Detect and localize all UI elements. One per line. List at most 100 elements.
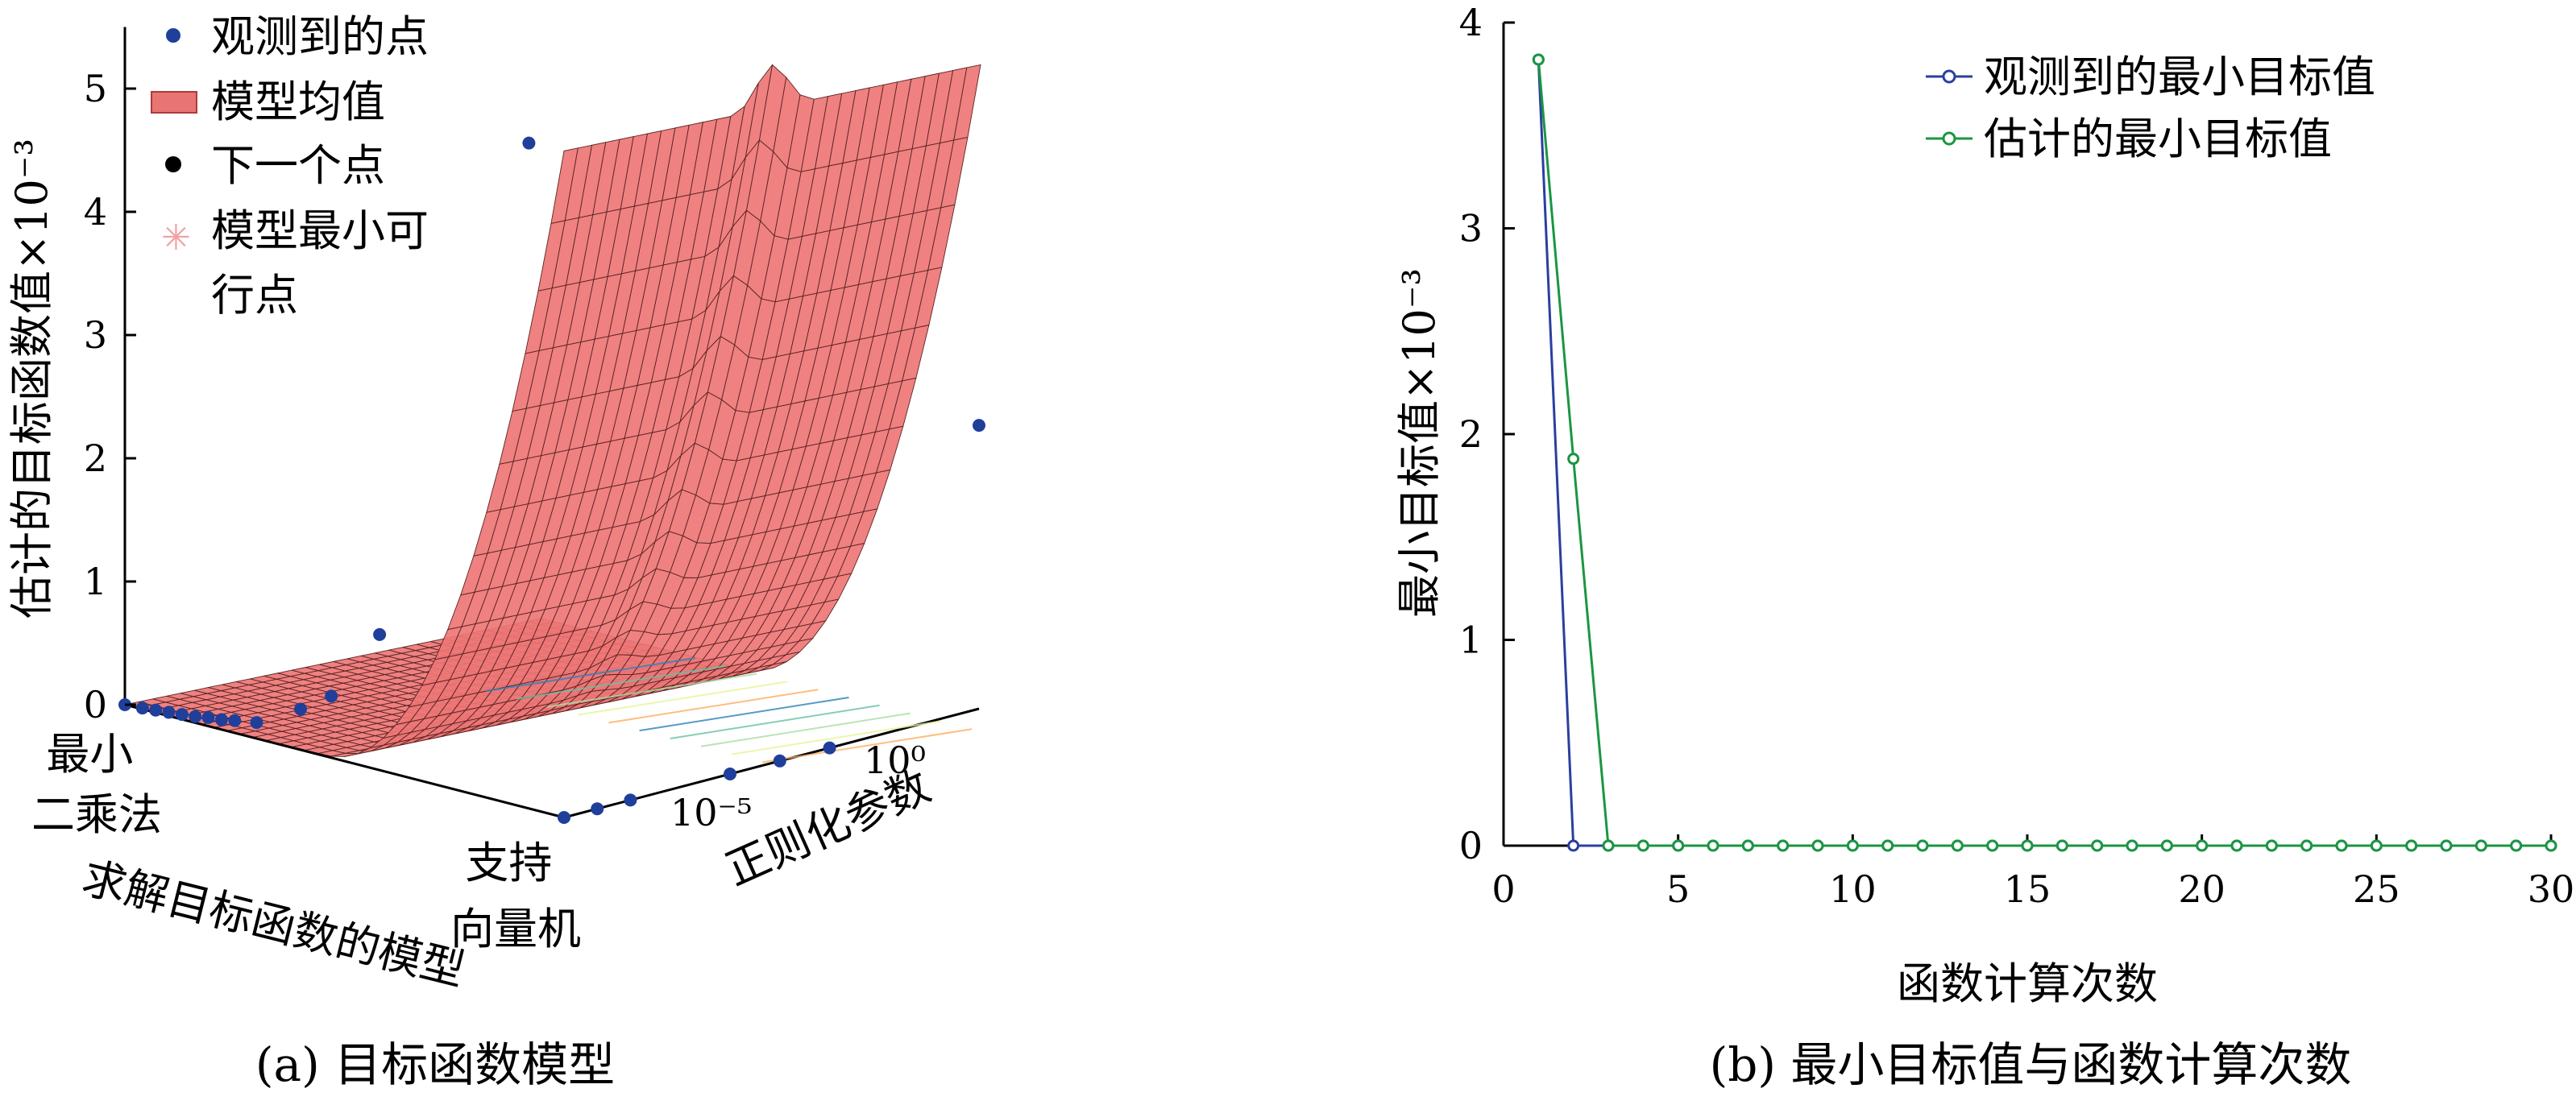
y-tick-label: 4 [1459,1,1483,44]
series-2-point [2510,839,2523,852]
series-2-point [1777,839,1790,852]
observed-point [522,136,536,150]
y-tick-label: 2 [1459,412,1483,456]
x-tick-label: 15 [2004,867,2051,911]
observed-point [973,419,985,432]
observed-point [558,811,570,824]
observed-point [250,716,263,730]
observed-point [228,714,242,727]
surface-patch [550,147,579,224]
z-tick-label: 3 [84,313,107,357]
series-2-point [2335,839,2348,852]
series-2-point [2545,839,2557,852]
ticks: 0 5 10 15 20 25 30 0 1 2 3 4 [1459,1,2575,911]
observed-point [201,710,215,724]
legend-label-observed: 观测到的点 [211,11,429,62]
x-tick-label: 30 [2528,867,2575,911]
series-2-point [2126,839,2138,852]
x-tick-label: 0 [1491,867,1515,911]
observed-point [214,713,228,726]
y-tick-line-1: 支持 [465,838,552,888]
series-2-point [1567,453,1580,466]
floor-contour [670,704,880,739]
series-2-point [1741,839,1754,852]
z-tick-label: 0 [84,683,107,726]
z-tick-label: 4 [84,190,107,234]
legend-label-feasible: 模型最小可 行点 [211,205,442,321]
legend-label-observed-min: 观测到的最小目标值 [1984,52,2375,102]
series-2-point [1916,839,1929,852]
y-axis-line [124,703,565,819]
observed-point [175,708,189,722]
legend-marker-observed [166,28,180,43]
observed-point [294,702,307,716]
x-tick-label: 20 [2178,867,2225,911]
y-tick-line-1: 最小 [46,729,133,780]
legend-marker-observed-min [1942,69,1956,84]
y-tick-least-squares: 最小 二乘法 [31,729,162,840]
legend-label-estimated-min: 估计的最小目标值 [1984,114,2332,164]
floor-contour [731,720,942,755]
floor-contour [516,664,727,700]
legend: 观测到的点 模型均值 下一个点 ✳ 模型最小可 行点 [151,11,442,321]
series-lines [1532,53,2557,852]
observed-point [823,741,836,755]
model-mean-surface [124,64,981,757]
series-line-1 [1537,59,2551,847]
series-2-point [1881,839,1894,852]
series-2-point [2370,839,2383,852]
series-2-point [2055,839,2068,852]
observed-point [325,689,338,703]
series-2-point [1672,839,1685,852]
series-2-point [2474,839,2487,852]
x-tick-label: 25 [2353,867,2400,911]
floor-contour [700,712,911,747]
observed-point [135,701,149,715]
x-tick-label: 5 [1666,867,1690,911]
observed-points-3d [118,136,985,824]
y-tick-svm: 支持 向量机 [450,838,581,954]
floor-contour [608,689,819,724]
z-tick-label: 1 [84,560,107,603]
series-line-2 [1537,59,2551,847]
legend-marker-feasible: ✳ [161,217,191,259]
series-2-point [2405,839,2418,852]
series-1-point [1567,839,1580,852]
observed-point [591,802,604,816]
z-tick-label: 2 [84,437,107,480]
x-tick-1e0: 10⁰ [864,739,926,782]
y-tick-label: 3 [1459,207,1483,250]
series-2-point [2440,839,2453,852]
series-2-point [1986,839,1999,852]
z-tick-labels: 0 1 2 3 4 5 [84,67,136,726]
observed-point [773,754,786,768]
series-2-point [1532,53,1545,66]
line-chart: 0 5 10 15 20 25 30 0 1 2 3 4 最小目标值×10⁻³ 函数计算次数 观测到的… [1394,1,2574,1092]
floor-contour [762,728,973,764]
surface-chart: 0 1 2 3 4 5 估计的目标函数值×10⁻³ 最小 二乘法 支持 向量机 求解目标函… [6,11,985,1092]
observed-point [724,768,736,780]
series-2-point [1951,839,1964,852]
observed-point [624,793,637,807]
series-2-point [1636,839,1649,852]
observed-point [189,710,202,723]
z-axis-label: 估计的目标函数值×10⁻³ [6,139,57,619]
y-tick-label: 0 [1459,824,1483,867]
observed-point [149,703,163,717]
floor-contour [639,697,849,732]
legend-b: 观测到的最小目标值 估计的最小目标值 [1926,52,2375,164]
caption-a: (a) 目标函数模型 [255,1037,615,1092]
x-tick-1e-5: 10⁻⁵ [670,791,752,834]
series-2-point [1707,839,1719,852]
series-2-point [2160,839,2173,852]
observed-point [373,627,387,641]
series-2-point [1602,839,1615,852]
b-y-axis-label: 最小目标值×10⁻³ [1394,268,1445,618]
series-2-point [1846,839,1859,852]
floor-contour [546,673,757,708]
x-tick-label: 10 [1829,867,1877,911]
floor-contour [578,681,788,716]
legend-marker-next [165,156,181,172]
series-2-point [2196,839,2209,852]
